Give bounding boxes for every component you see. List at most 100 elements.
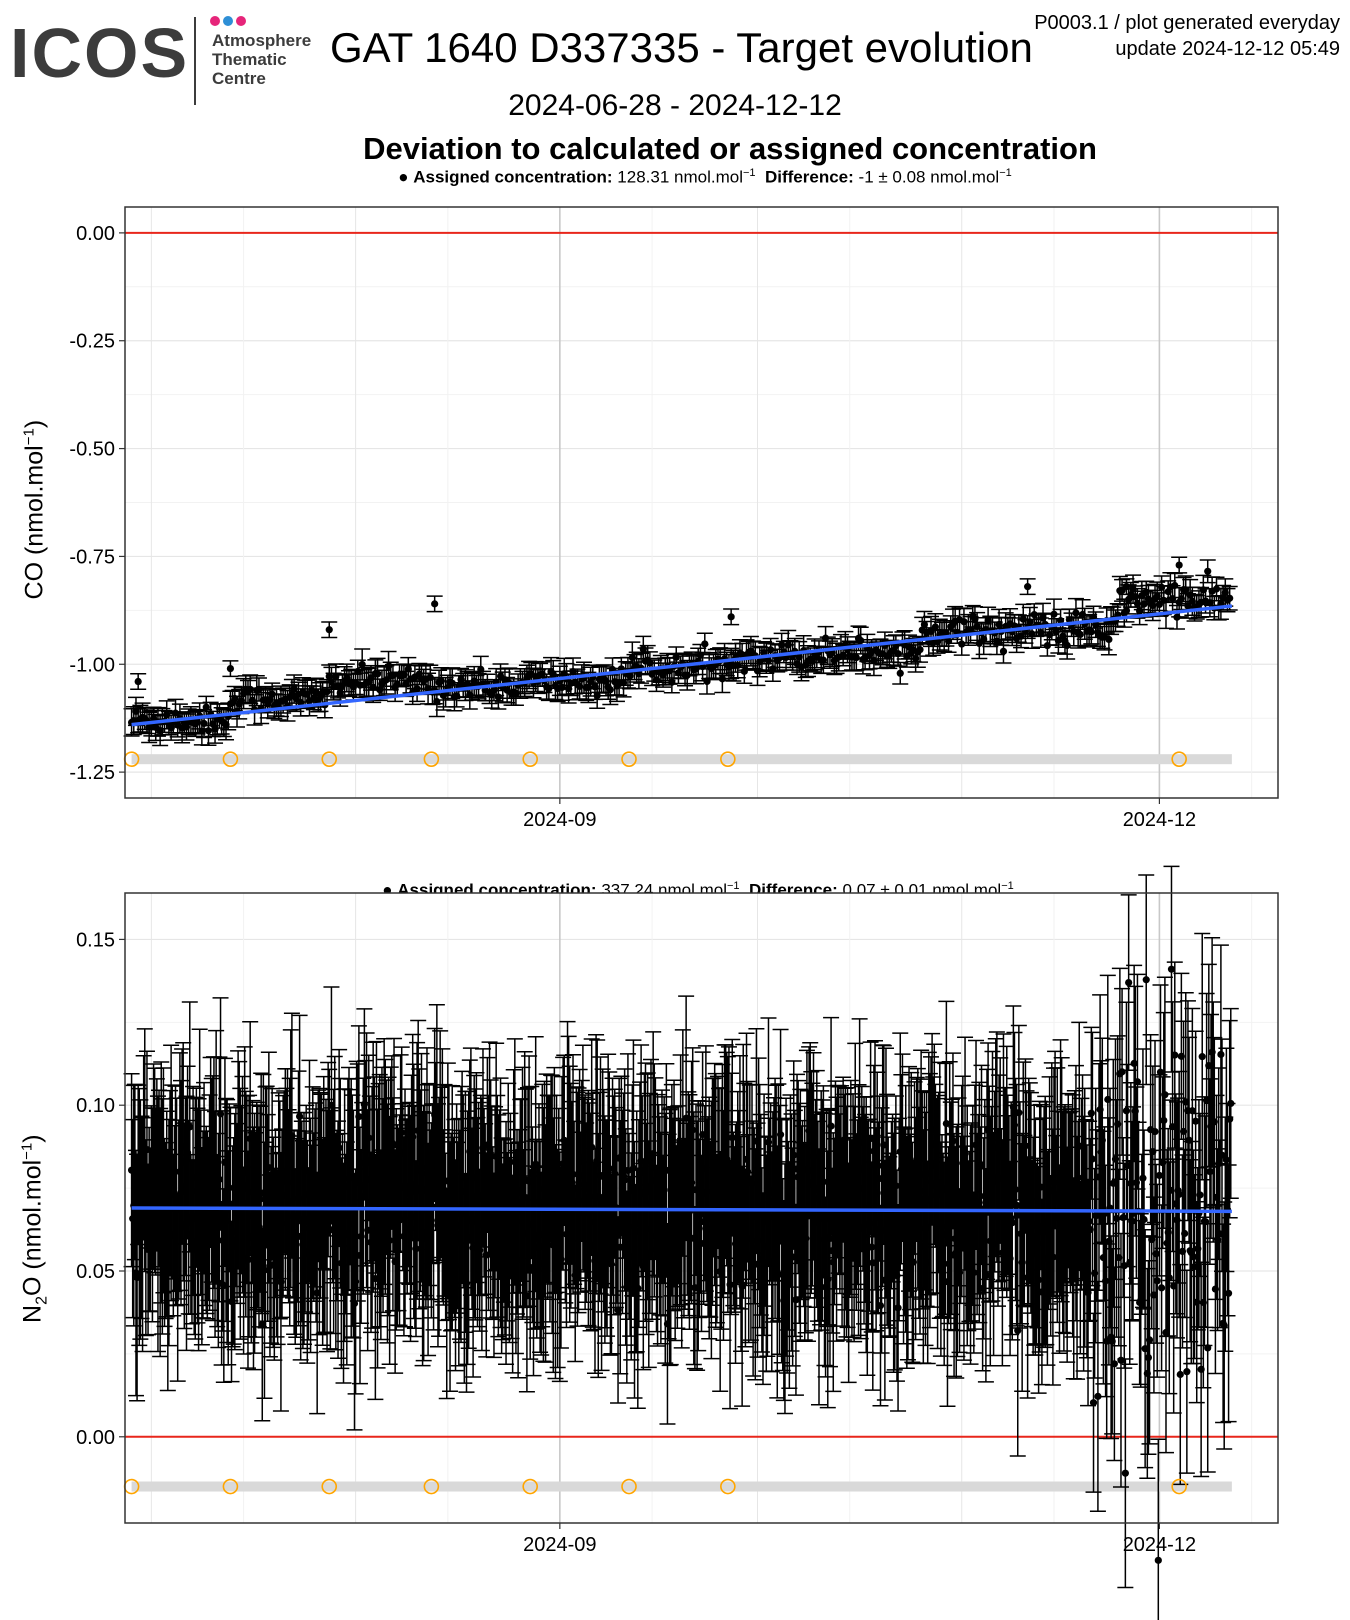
page-title: GAT 1640 D337335 - Target evolution [330, 24, 1033, 71]
data-point [588, 1143, 596, 1151]
co-difference-value: -1 ± 0.08 nmol.mol [858, 167, 1000, 187]
logo-dot [223, 16, 233, 26]
data-point [819, 1178, 827, 1186]
calibration-band [131, 754, 1232, 765]
logo-sub-line: Centre [212, 69, 266, 88]
data-point [134, 677, 142, 686]
data-point [413, 685, 421, 693]
y-tick-label: -0.50 [69, 439, 115, 461]
calibration-marker [522, 751, 538, 767]
data-point [1024, 583, 1032, 591]
data-point [373, 670, 382, 678]
data-point [728, 1134, 736, 1142]
data-point [931, 623, 939, 631]
x-tick-label: 2024-12 [1123, 1534, 1196, 1556]
logo-subtitle: Atmosphere Thematic Centre [212, 31, 322, 88]
legend-point-icon: ● [382, 880, 393, 900]
data-point [569, 1170, 577, 1178]
data-point [876, 1301, 885, 1310]
data-point [672, 653, 680, 661]
data-point [204, 727, 213, 735]
data-point [727, 613, 735, 621]
data-point [386, 1236, 394, 1245]
data-point [701, 640, 709, 648]
data-point [916, 645, 924, 654]
data-points [123, 556, 1238, 747]
data-point [402, 680, 410, 688]
data-point [325, 626, 333, 634]
data-point [1087, 628, 1095, 636]
data-point [958, 640, 966, 648]
data-point [1072, 609, 1080, 617]
data-point [827, 1122, 835, 1130]
plot-border [124, 206, 1279, 799]
logo-sub-line: Thematic [212, 50, 287, 69]
logo-dot [236, 16, 246, 26]
data-point [335, 1144, 343, 1152]
y-tick-label: -1.25 [69, 762, 115, 784]
data-point [894, 1304, 902, 1312]
generation-note: P0003.1 / plot generated everyday [1034, 12, 1340, 34]
data-point [606, 686, 614, 694]
legend-point-icon: ● [398, 167, 409, 187]
logo-sub-line: Atmosphere [212, 31, 312, 50]
data-point [214, 1236, 222, 1245]
calibration-marker [621, 751, 637, 767]
data-point [857, 636, 865, 645]
data-point [896, 669, 904, 677]
calibration-band [131, 1481, 1232, 1492]
x-tick-label: 2024-09 [523, 809, 596, 831]
update-timestamp: update 2024-12-12 05:49 [1115, 38, 1340, 60]
co-difference-label: Difference: [764, 167, 854, 187]
unit-exponent: −1 [1001, 880, 1014, 892]
data-point [398, 1128, 406, 1137]
y-tick-label: 0.00 [76, 223, 115, 245]
data-point [1105, 635, 1113, 644]
data-point [215, 1175, 224, 1184]
data-point [999, 647, 1008, 655]
icos-logo: ICOS [10, 14, 190, 92]
data-point [412, 1245, 420, 1253]
data-point [1076, 630, 1084, 639]
y-tick-label: 0.05 [76, 1261, 115, 1283]
data-point [892, 1182, 900, 1190]
data-point [668, 678, 676, 686]
calibration-marker [720, 751, 736, 767]
y-tick-label: 0.15 [76, 929, 115, 951]
data-point [626, 672, 634, 680]
co-assigned-value: 128.31 nmol.mol [617, 167, 743, 187]
logo-separator [194, 17, 196, 105]
x-tick-label: 2024-12 [1123, 809, 1196, 831]
n2o-panel: 0.15 0.10 0.05 0.00 2024-09 2024-12 [76, 865, 1279, 1620]
logo-dot [210, 16, 220, 26]
data-point [295, 1112, 304, 1120]
date-range: 2024-06-28 - 2024-12-12 [508, 89, 842, 122]
calibration-marker [423, 751, 440, 767]
chart-subtitle: Deviation to calculated or assigned conc… [363, 131, 1097, 166]
data-point [1204, 567, 1212, 575]
data-point [1122, 583, 1131, 591]
x-tick-label: 2024-09 [523, 1534, 596, 1556]
data-point [819, 656, 827, 664]
data-point [621, 1176, 629, 1184]
data-point [186, 1123, 194, 1131]
data-point [355, 1112, 363, 1121]
data-point [1182, 586, 1190, 594]
data-point [790, 1151, 798, 1159]
co-panel: 0.00 -0.25 -0.50 -0.75 -1.00 -1.25 2024-09 2024… [69, 206, 1279, 831]
unit-exponent: −1 [999, 167, 1012, 179]
trend-line [131, 604, 1233, 727]
data-point [433, 697, 441, 706]
y-tick-label: -0.75 [69, 546, 115, 568]
data-point [852, 653, 860, 662]
data-point [868, 1243, 876, 1251]
data-points [123, 865, 1239, 1620]
data-point [225, 1184, 233, 1192]
co-assigned-label: Assigned concentration: [413, 167, 613, 187]
y-tick-label: -0.25 [69, 331, 115, 353]
data-point [494, 693, 502, 701]
data-point [605, 1164, 613, 1173]
data-point [1226, 594, 1234, 602]
data-point [1050, 610, 1058, 618]
